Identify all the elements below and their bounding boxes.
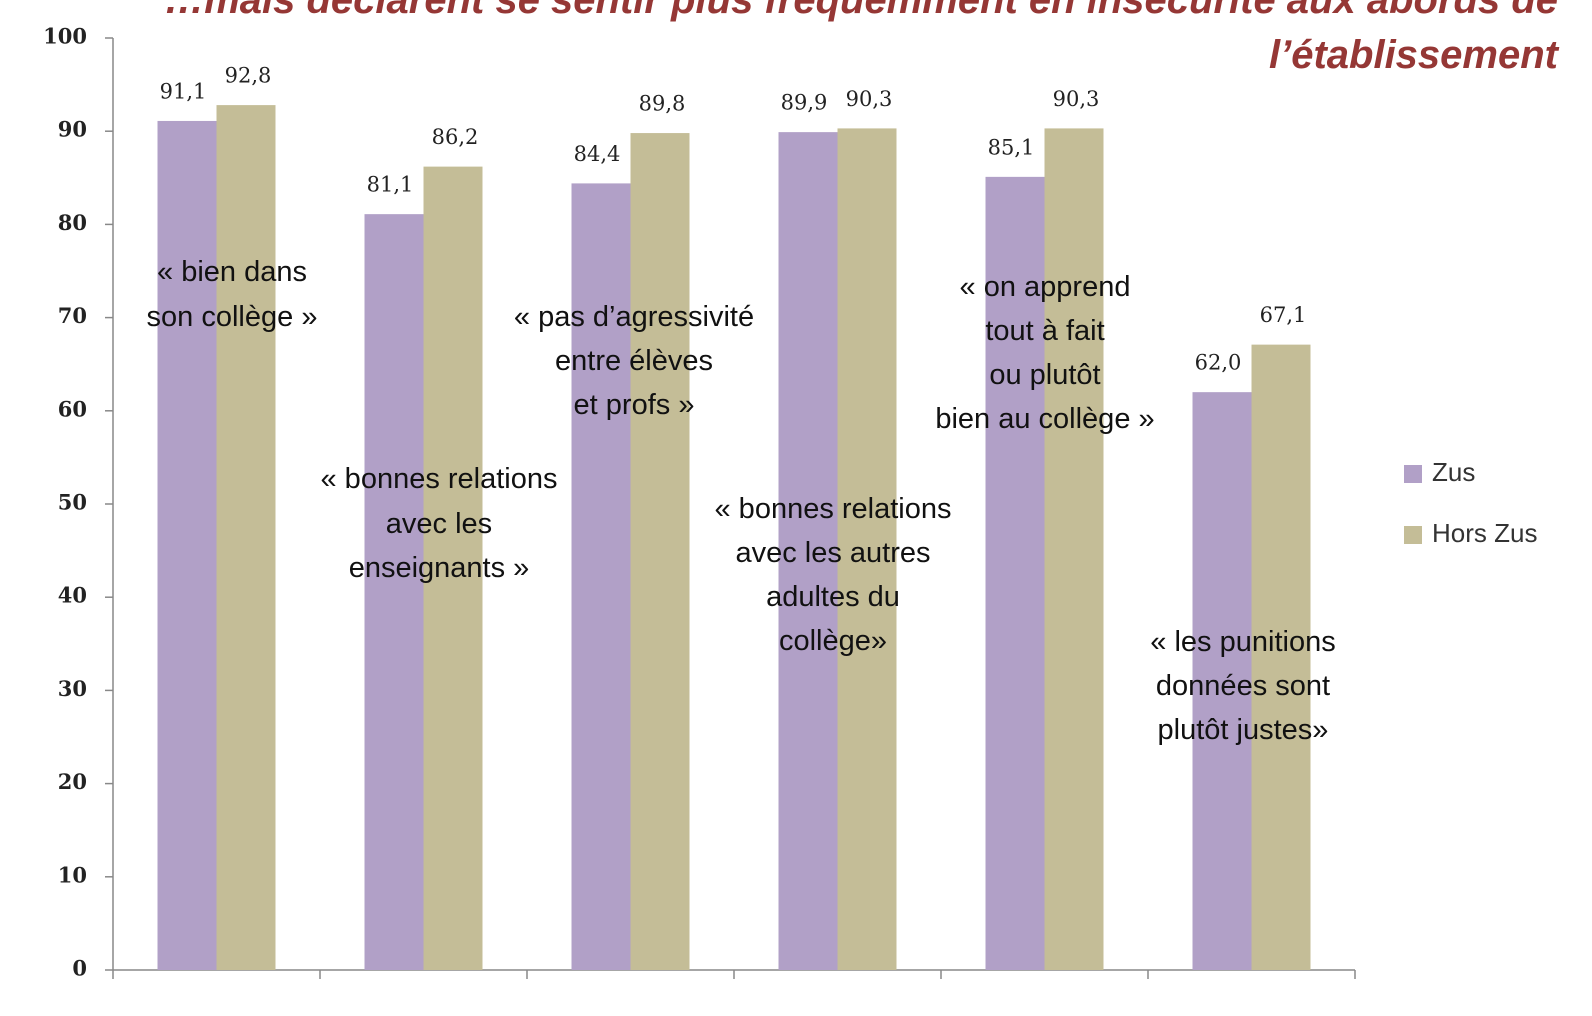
data-label: 90,3 <box>846 87 893 111</box>
y-tick-label: 30 <box>58 676 87 701</box>
annotation-line: avec les autres <box>735 537 930 569</box>
annotation-line: plutôt justes» <box>1158 714 1329 746</box>
legend-label: Hors Zus <box>1432 518 1537 548</box>
legend-label: Zus <box>1432 457 1475 487</box>
title-line: l’établissement <box>1269 33 1560 77</box>
annotation-line: « bien dans <box>157 256 307 288</box>
data-label: 62,0 <box>1195 351 1242 375</box>
bar <box>1192 392 1252 970</box>
category-annotation: « les punitions données sont plutôt justes… <box>1150 626 1335 746</box>
data-label: 89,8 <box>639 92 686 116</box>
y-tick-label: 20 <box>58 769 87 794</box>
data-label: 91,1 <box>160 79 207 103</box>
bar <box>837 128 897 971</box>
y-tick-label: 0 <box>72 956 87 981</box>
bar <box>423 166 483 971</box>
annotation-line: et profs » <box>574 389 695 421</box>
data-label: 92,8 <box>225 64 272 88</box>
bar <box>1044 128 1104 971</box>
data-label: 90,3 <box>1053 87 1100 111</box>
data-label: 81,1 <box>367 173 414 197</box>
annotation-line: enseignants » <box>349 552 530 584</box>
bar <box>216 105 276 970</box>
data-label: 85,1 <box>988 135 1035 159</box>
title-line: …mais déclarent se sentir plus fréquemme… <box>164 0 1558 22</box>
y-tick-label: 10 <box>58 862 87 887</box>
y-tick-label: 50 <box>58 490 87 515</box>
bar <box>1251 344 1311 970</box>
bar <box>778 132 838 970</box>
annotation-line: bien au collège » <box>935 403 1154 435</box>
category-annotation: « bonnes relations avec les autres adultes… <box>715 493 952 657</box>
category-annotation: « bonnes relations avec les enseignants » <box>321 463 558 584</box>
data-label: 89,9 <box>781 91 828 115</box>
annotation-line: adultes du <box>766 581 900 613</box>
category-annotation: « pas d’agressivité entre élèves et profs … <box>514 301 754 421</box>
legend-swatch <box>1404 465 1422 483</box>
y-tick-label: 70 <box>58 303 87 328</box>
category-annotation: « on apprend tout à fait ou plutôt bien au … <box>935 271 1154 435</box>
annotation-line: tout à fait <box>985 315 1104 347</box>
bar <box>364 214 424 970</box>
annotation-line: « pas d’agressivité <box>514 301 754 333</box>
data-label: 67,1 <box>1260 303 1307 327</box>
y-tick-label: 80 <box>58 210 87 235</box>
legend-swatch <box>1404 526 1422 544</box>
annotation-line: son collège » <box>147 301 318 333</box>
bar <box>157 120 217 970</box>
y-tick-label: 60 <box>58 396 87 421</box>
data-label: 86,2 <box>432 125 479 149</box>
annotation-line: « bonnes relations <box>715 493 952 525</box>
annotation-line: avec les <box>386 508 492 540</box>
annotation-line: entre élèves <box>555 345 713 377</box>
annotation-line: données sont <box>1156 670 1330 702</box>
bar <box>985 176 1045 971</box>
annotation-line: « les punitions <box>1150 626 1335 658</box>
annotation-line: « bonnes relations <box>321 463 558 495</box>
annotation-line: ou plutôt <box>989 359 1100 391</box>
category-annotation: « bien dans son collège » <box>147 256 318 333</box>
annotation-line: collège» <box>779 625 887 657</box>
data-label: 84,4 <box>574 142 621 166</box>
y-tick-label: 100 <box>43 24 87 49</box>
bar <box>630 133 690 971</box>
chart-title: …mais déclarent se sentir plus fréquemme… <box>164 0 1559 77</box>
bar <box>571 183 631 971</box>
y-tick-label: 90 <box>58 117 87 142</box>
y-tick-label: 40 <box>58 583 87 608</box>
annotation-line: « on apprend <box>960 271 1131 303</box>
